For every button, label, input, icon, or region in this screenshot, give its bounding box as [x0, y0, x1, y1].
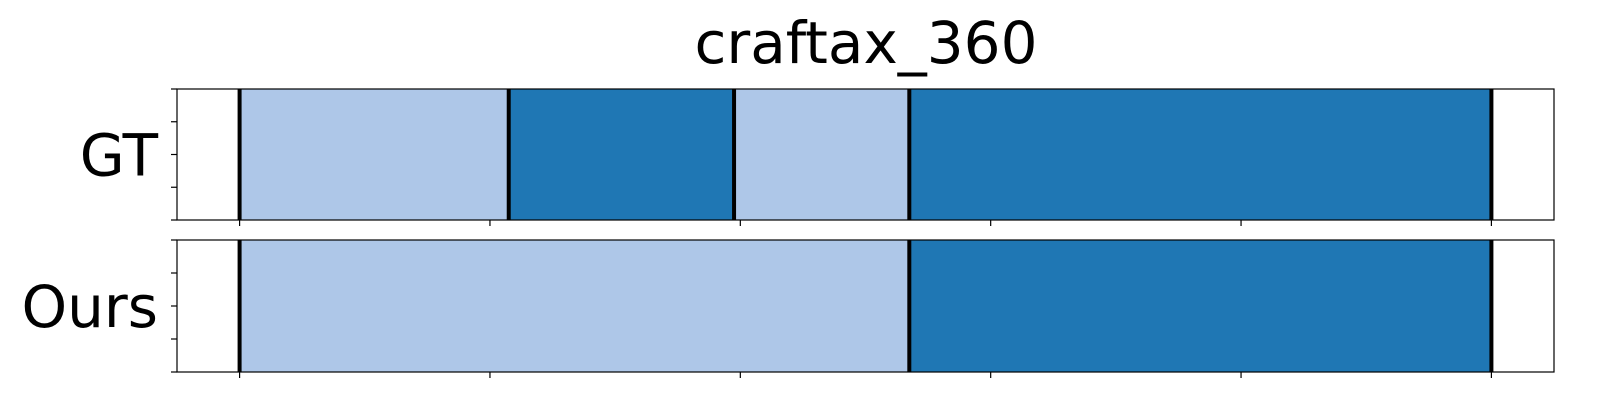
chart-title: craftax_360 [695, 9, 1038, 77]
segment-3 [734, 89, 910, 220]
row-ours: Ours [22, 239, 1555, 378]
segment-1 [239, 89, 509, 220]
segment-4 [909, 89, 1492, 220]
segment-1 [239, 240, 910, 372]
rows-layer: GT Ours [22, 88, 1555, 378]
row-label-ours: Ours [22, 273, 158, 341]
segment-2 [508, 89, 735, 220]
row-gt: GT [80, 88, 1555, 226]
segment-2 [909, 240, 1492, 372]
row-label-gt: GT [80, 122, 159, 190]
